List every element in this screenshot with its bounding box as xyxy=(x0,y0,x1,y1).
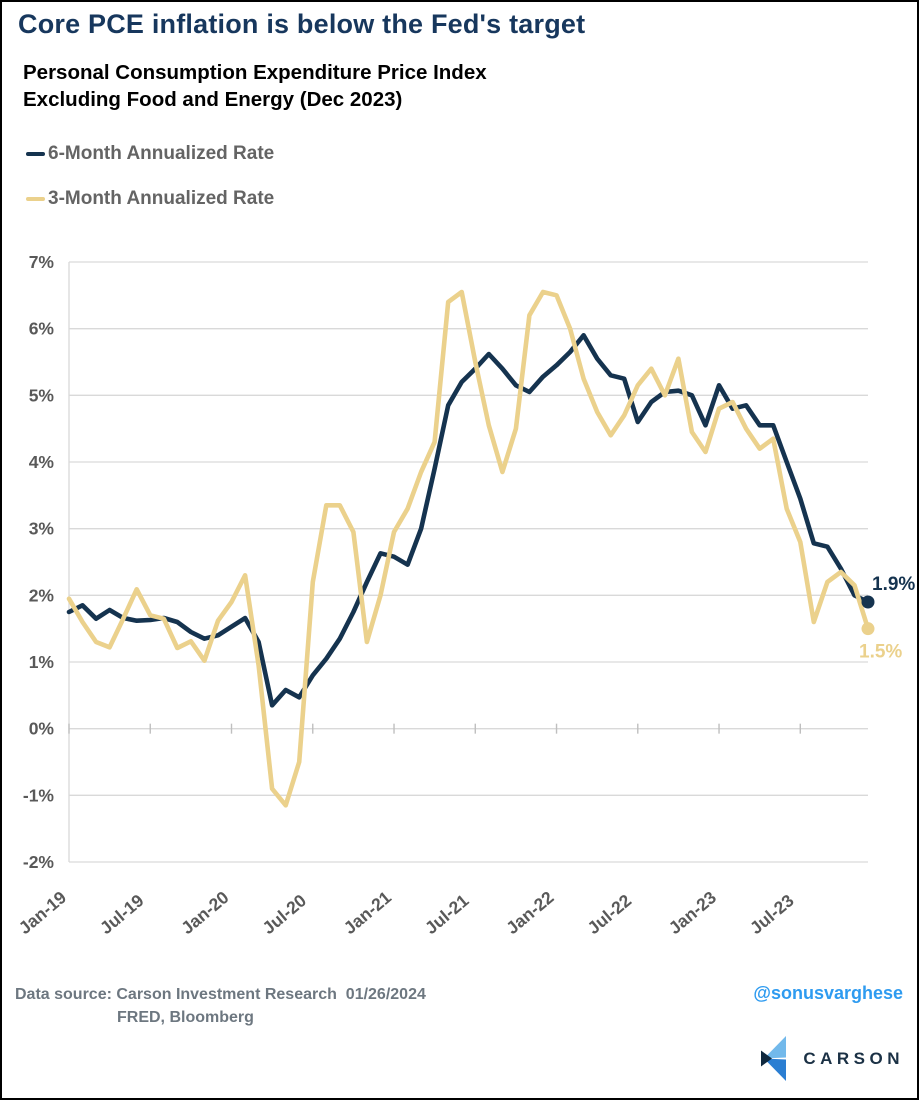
x-axis-label: Jul-19 xyxy=(96,890,148,938)
end-label-3m: 1.5% xyxy=(859,642,902,663)
data-source-line1: Data source: Carson Investment Research … xyxy=(15,986,426,1003)
series-line-6m xyxy=(66,332,871,708)
y-axis-label: 6% xyxy=(29,319,55,339)
y-axis-label: 0% xyxy=(29,719,55,739)
y-axis-label: 4% xyxy=(29,452,55,472)
legend: 6-Month Annualized Rate 3-Month Annualiz… xyxy=(26,142,274,232)
data-source-note: Data source: Carson Investment Research … xyxy=(15,983,426,1029)
data-source-line2: FRED, Bloomberg xyxy=(117,1009,254,1027)
legend-swatch-3-month xyxy=(26,197,45,201)
legend-label-6-month: 6-Month Annualized Rate xyxy=(48,143,275,164)
x-axis-label: Jan-19 xyxy=(15,887,71,938)
y-axis-label: 2% xyxy=(29,585,55,605)
legend-item-3-month: 3-Month Annualized Rate xyxy=(26,187,274,211)
x-axis-label: Jul-20 xyxy=(258,890,310,938)
page-title: Core PCE inflation is below the Fed's ta… xyxy=(18,9,586,39)
x-axis-label: Jan-22 xyxy=(502,887,558,938)
twitter-handle-link[interactable]: @sonusvarghese xyxy=(753,983,903,1003)
x-axis-label: Jan-20 xyxy=(177,887,233,938)
x-axis-label: Jul-23 xyxy=(746,890,798,938)
y-axis-label: 7% xyxy=(29,252,55,272)
y-axis-label: 1% xyxy=(29,652,55,672)
end-label-6m: 1.9% xyxy=(872,574,915,595)
y-axis-label: -1% xyxy=(23,785,55,805)
legend-label-3-month: 3-Month Annualized Rate xyxy=(48,188,275,209)
x-axis-label: Jan-21 xyxy=(340,887,396,938)
carson-logo: CARSON xyxy=(761,1036,904,1081)
legend-item-6-month: 6-Month Annualized Rate xyxy=(26,142,274,166)
carson-chevron-icon xyxy=(761,1036,787,1081)
chart-subtitle: Personal Consumption Expenditure Price I… xyxy=(23,61,487,112)
series-line-3m xyxy=(66,289,871,808)
legend-swatch-6-month xyxy=(26,152,45,156)
x-axis-label: Jul-22 xyxy=(583,890,635,938)
x-axis-label: Jul-21 xyxy=(421,890,473,938)
end-dot-6m xyxy=(861,595,875,609)
end-dot-3m xyxy=(861,622,875,636)
x-axis-label: Jan-23 xyxy=(665,887,721,938)
y-axis-label: 3% xyxy=(29,519,55,539)
carson-wordmark: CARSON xyxy=(803,1048,904,1068)
y-axis-label: 5% xyxy=(29,385,55,405)
y-axis-label: -2% xyxy=(23,852,55,872)
